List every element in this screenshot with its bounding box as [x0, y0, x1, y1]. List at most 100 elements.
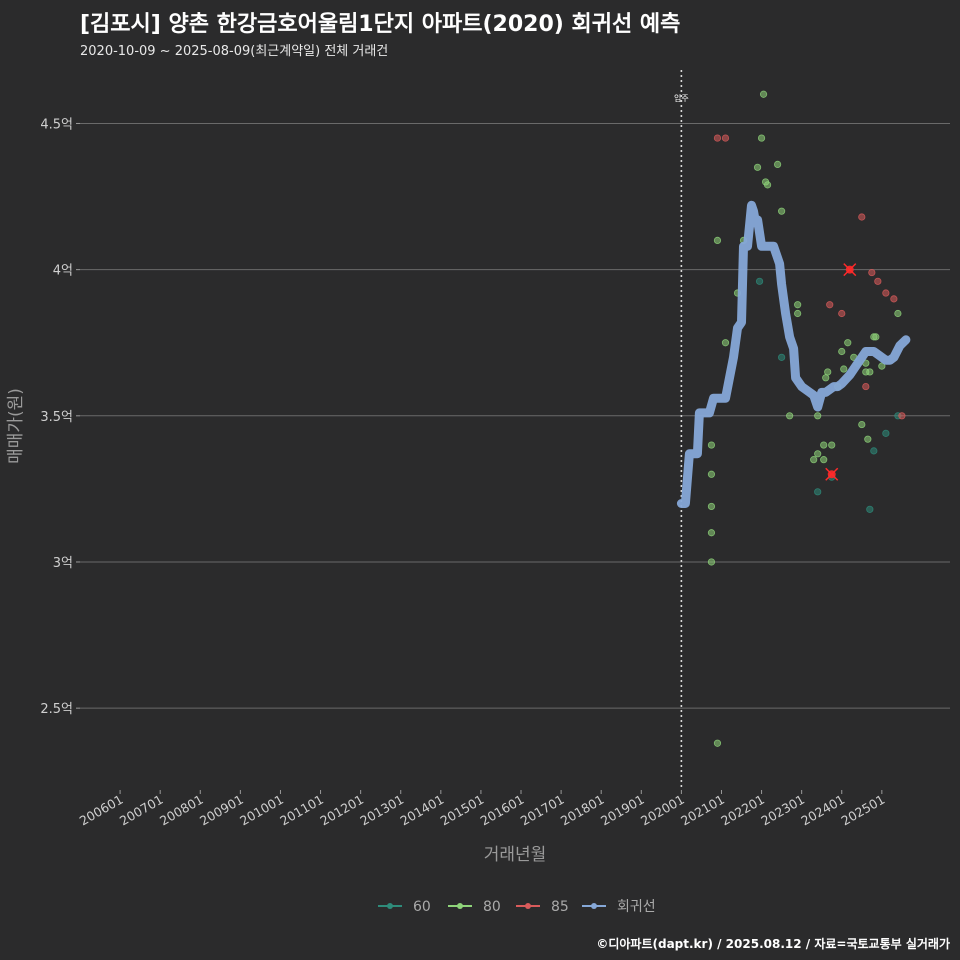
x-tick-label: 202501	[839, 792, 888, 829]
point-80	[838, 347, 846, 356]
regression-line	[676, 200, 911, 508]
point-85	[874, 277, 882, 285]
point-80	[786, 412, 794, 420]
chart-title: [김포시] 양촌 한강금호어울림1단지 아파트(2020) 회귀선 예측	[80, 12, 681, 37]
point-80	[774, 160, 782, 168]
legend-label-85: 85	[551, 899, 569, 915]
point-80	[713, 739, 722, 747]
point-85	[826, 301, 834, 309]
x-tick-label: 201801	[558, 792, 607, 829]
point-85	[868, 268, 876, 277]
grid-lines	[80, 122, 950, 709]
x-tick-label: 202201	[718, 792, 767, 829]
point-80	[844, 339, 852, 347]
point-80	[713, 236, 722, 245]
point-80	[778, 207, 786, 215]
legend-label-80: 80	[483, 899, 501, 915]
x-tick-label: 200601	[77, 792, 126, 829]
regression-path	[676, 200, 911, 508]
legend-label-regression: 회귀선	[617, 899, 656, 915]
y-axis-ticks: 2.5억 3억 3.5억 4억 4.5억	[40, 117, 80, 717]
point-85	[838, 309, 846, 318]
point-85	[898, 412, 906, 420]
y-tick-label: 3.5억	[40, 410, 73, 425]
y-axis-title: 매매가(원)	[6, 388, 26, 464]
y-tick-label: 4억	[53, 264, 73, 279]
point-60	[755, 277, 764, 285]
point-80	[763, 181, 772, 189]
point-80	[707, 470, 716, 478]
point-80	[707, 441, 716, 449]
vline-label: 입주	[674, 94, 689, 103]
point-80	[707, 529, 716, 537]
point-60	[870, 447, 878, 455]
x-tick-label: 201901	[598, 792, 647, 829]
point-80	[866, 368, 874, 376]
x-tick-label: 200801	[157, 792, 206, 829]
point-60	[814, 488, 822, 496]
legend: 60 80 85 회귀선	[378, 899, 656, 915]
x-tick-label: 202001	[638, 792, 687, 829]
point-80	[794, 301, 802, 309]
point-80	[794, 309, 802, 318]
x-tick-label: 201601	[478, 792, 527, 829]
point-80	[820, 441, 828, 449]
x-tick-label: 202401	[798, 792, 847, 829]
point-80	[840, 365, 848, 373]
x-axis-title: 거래년월	[484, 845, 547, 865]
x-tick-label: 201201	[317, 792, 366, 829]
x-tick-label: 201701	[518, 792, 567, 829]
point-80	[721, 339, 730, 347]
legend-key-dot	[387, 903, 393, 909]
x-tick-label: 200901	[197, 792, 246, 829]
point-80	[814, 412, 822, 420]
x-tick-label: 202101	[678, 792, 727, 829]
x-tick-label: 201401	[398, 792, 447, 829]
point-85	[862, 382, 870, 391]
point-85	[890, 295, 898, 303]
point-80	[864, 435, 872, 443]
chart-subtitle: 2020-10-09 ~ 2025-08-09(최근계약일) 전체 거래건	[80, 44, 389, 59]
point-80	[707, 558, 716, 566]
footer-credit: ©디아파트(dapt.kr) / 2025.08.12 / 자료=국토교통부 실…	[596, 937, 950, 951]
legend-label-60: 60	[413, 899, 431, 915]
point-60	[882, 429, 890, 437]
x-tick-label: 201101	[277, 792, 326, 829]
highlight-cross	[825, 467, 839, 481]
point-80	[707, 502, 716, 511]
point-60	[778, 353, 786, 361]
y-tick-label: 3억	[53, 556, 73, 571]
legend-key-dot	[457, 903, 463, 909]
point-80	[822, 374, 830, 382]
point-80	[828, 441, 836, 449]
point-85	[858, 213, 866, 221]
point-80	[810, 456, 818, 464]
point-80	[872, 333, 880, 341]
point-80	[757, 134, 766, 142]
x-tick-label: 202301	[758, 792, 807, 829]
point-80	[759, 90, 768, 98]
point-85	[713, 134, 722, 142]
legend-key-dot	[591, 903, 597, 909]
scatter-points	[707, 90, 906, 747]
point-85	[721, 134, 730, 142]
point-80	[753, 163, 762, 171]
x-tick-label: 201301	[357, 792, 406, 829]
highlight-cross	[843, 263, 857, 277]
point-80	[894, 309, 902, 318]
point-80	[820, 456, 828, 464]
point-80	[824, 368, 832, 376]
point-60	[866, 505, 874, 513]
x-tick-label: 200701	[117, 792, 166, 829]
point-80	[814, 450, 822, 458]
x-tick-label: 201501	[438, 792, 487, 829]
highlight-markers	[825, 263, 857, 481]
legend-key-dot	[525, 903, 531, 909]
move-in-marker: 입주	[674, 70, 689, 790]
x-axis-ticks: 2006012007012008012009012010012011012012…	[77, 790, 888, 829]
point-85	[882, 289, 890, 297]
y-tick-label: 4.5억	[40, 117, 73, 132]
point-80	[858, 420, 866, 429]
x-tick-label: 201001	[237, 792, 286, 829]
